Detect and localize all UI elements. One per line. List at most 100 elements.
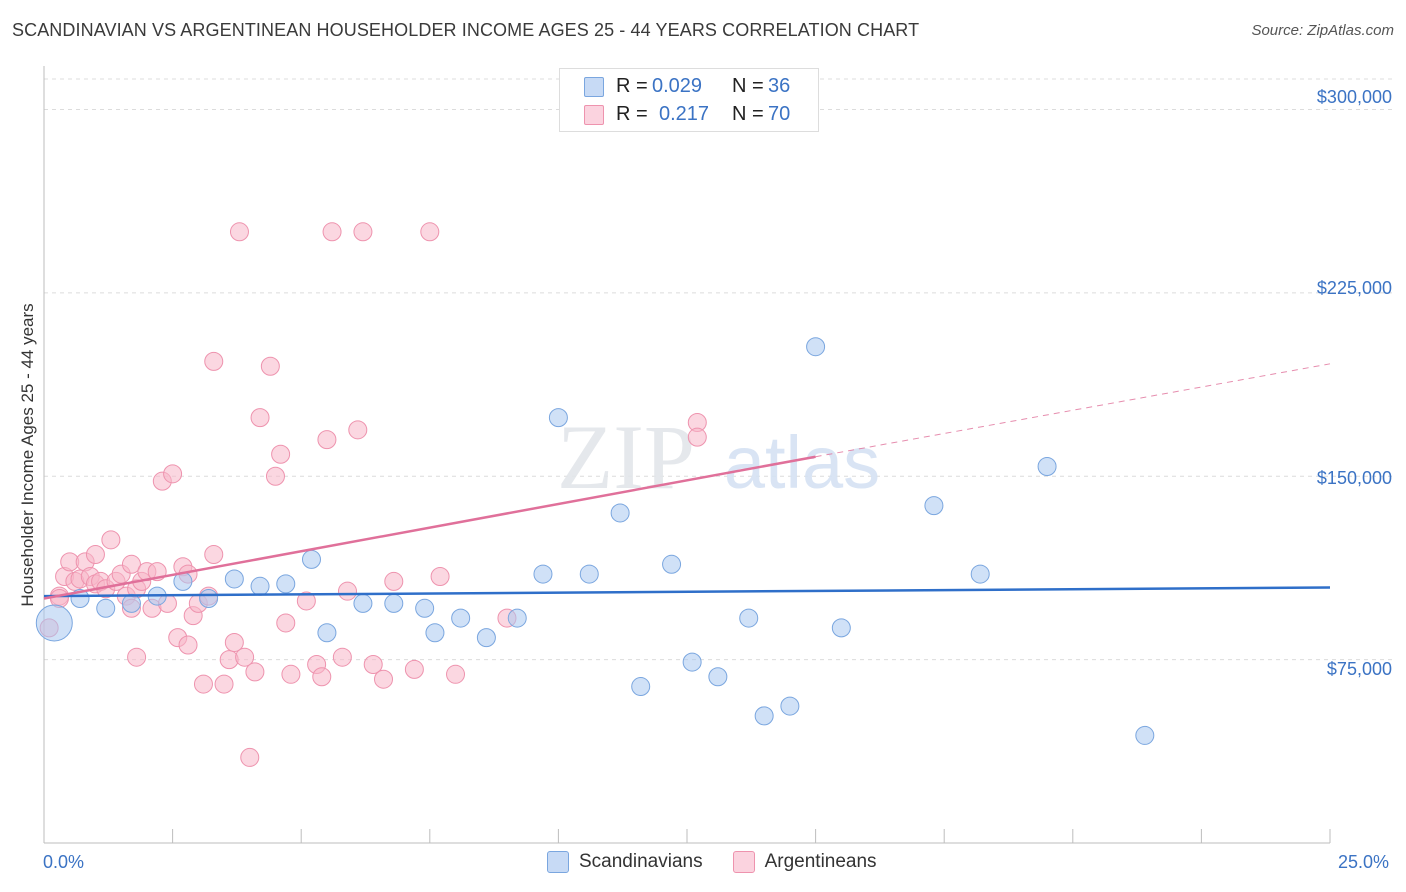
legend-swatch-blue — [547, 851, 569, 873]
y-tick-label: $225,000 — [1316, 278, 1392, 298]
argentinean-point — [384, 571, 404, 591]
scandinavian-point — [739, 608, 759, 628]
argentinean-point — [420, 222, 440, 242]
argentinean-point — [430, 567, 450, 587]
argentinean-point — [353, 222, 373, 242]
watermark: ZIP atlas — [557, 406, 880, 508]
argentinean-point — [163, 464, 183, 484]
scandinavian-point — [970, 564, 990, 584]
argentinean-point — [260, 356, 280, 376]
argentinean-point — [281, 664, 301, 684]
legend-n-label: N = — [732, 74, 770, 97]
argentinean-point — [178, 635, 198, 655]
argentinean-point — [404, 659, 424, 679]
argentinean-point — [271, 444, 291, 464]
legend-swatch-pink — [584, 105, 604, 125]
argentinean-point — [374, 669, 394, 689]
argentinean-point — [317, 430, 337, 450]
argentinean-point — [296, 591, 316, 611]
scandinavian-point — [780, 696, 800, 716]
argentinean-point — [204, 351, 224, 371]
scandinavian-point — [548, 408, 568, 428]
argentinean-point — [337, 581, 357, 601]
data-points — [35, 222, 1155, 767]
axes — [43, 66, 1331, 844]
y-tick-label: $75,000 — [1326, 659, 1392, 679]
argentinean-point — [265, 466, 285, 486]
argentinean-point — [363, 655, 383, 675]
argentinean-point — [240, 747, 260, 767]
legend-label: Scandinavians — [579, 851, 703, 872]
scandinavian-point — [1135, 725, 1155, 745]
argentinean-point — [224, 633, 244, 653]
scandinavian-point — [121, 593, 141, 613]
argentinean-point — [446, 664, 466, 684]
legend-r-value: 0.217 — [659, 102, 710, 125]
scandinavian-point — [579, 564, 599, 584]
legend-stats: R = 0.029 N = 36 R = 0.217 N = 70 — [559, 68, 819, 132]
legend-series: Scandinavians Argentineans — [547, 851, 907, 873]
scandinavian-point — [631, 677, 651, 697]
scandinavian-point — [199, 589, 219, 609]
legend-r-label: R = — [616, 102, 654, 125]
trend-lines — [43, 363, 1331, 600]
y-tick-label: $150,000 — [1316, 468, 1392, 488]
scandinavian-point — [317, 623, 337, 643]
scandinavian-point — [831, 618, 851, 638]
argentinean-point — [193, 674, 213, 694]
legend-n-value: 70 — [768, 102, 791, 125]
scandinavian-point — [682, 652, 702, 672]
argentinean-point — [322, 222, 342, 242]
scandinavian-point — [224, 569, 244, 589]
scandinavian-point — [384, 593, 404, 613]
argentinean-point — [332, 647, 352, 667]
argentinean-point — [85, 545, 105, 565]
chart-title: SCANDINAVIAN VS ARGENTINEAN HOUSEHOLDER … — [12, 20, 920, 40]
scandinavian-point — [276, 574, 296, 594]
source-label: Source: ZipAtlas.com — [1251, 22, 1394, 39]
grid-lines — [44, 78, 1394, 661]
argentinean-point — [229, 222, 249, 242]
argentinean-trend-extension — [815, 363, 1331, 458]
scandinavian-point — [35, 604, 73, 642]
scandinavian-point — [507, 608, 527, 628]
legend-n-label: N = — [732, 102, 770, 125]
argentinean-point — [127, 647, 147, 667]
legend-swatch-pink — [732, 851, 755, 873]
scandinavian-point — [1037, 457, 1057, 477]
watermark-atlas: atlas — [724, 421, 880, 504]
argentinean-point — [250, 408, 270, 428]
y-axis-title: Householder Income Ages 25 - 44 years — [18, 303, 37, 607]
scandinavian-point — [250, 576, 270, 596]
scandinavian-point — [70, 589, 90, 609]
legend-label: Argentineans — [764, 851, 877, 872]
legend-r-value: 0.029 — [652, 74, 703, 97]
x-tick-label-max: 25.0% — [1338, 852, 1390, 872]
scandinavian-point — [301, 549, 321, 569]
scandinavian-point — [451, 608, 471, 628]
legend-swatch-blue — [584, 77, 604, 97]
argentinean-point — [276, 613, 296, 633]
scandinavian-point — [708, 667, 728, 687]
y-tick-label: $300,000 — [1316, 87, 1392, 107]
argentinean-point — [101, 530, 121, 550]
argentinean-trend-line — [43, 455, 816, 600]
argentinean-point — [245, 662, 265, 682]
legend-item-scandinavians: Scandinavians — [547, 851, 703, 873]
scandinavian-point — [415, 598, 435, 618]
argentinean-point — [348, 420, 368, 440]
scandinavian-point — [353, 593, 373, 613]
scandinavian-point — [754, 706, 774, 726]
legend-r-label: R = — [616, 74, 654, 97]
legend-item-argentineans: Argentineans — [732, 851, 877, 873]
scandinavian-point — [533, 564, 553, 584]
argentinean-point — [235, 647, 255, 667]
legend-n-value: 36 — [768, 74, 791, 97]
scandinavian-trend-line — [43, 586, 1331, 598]
argentinean-point — [121, 554, 141, 574]
argentinean-point — [204, 545, 224, 565]
argentinean-point — [312, 667, 332, 687]
scandinavian-point — [610, 503, 630, 523]
x-tick-label-min: 0.0% — [43, 852, 85, 872]
